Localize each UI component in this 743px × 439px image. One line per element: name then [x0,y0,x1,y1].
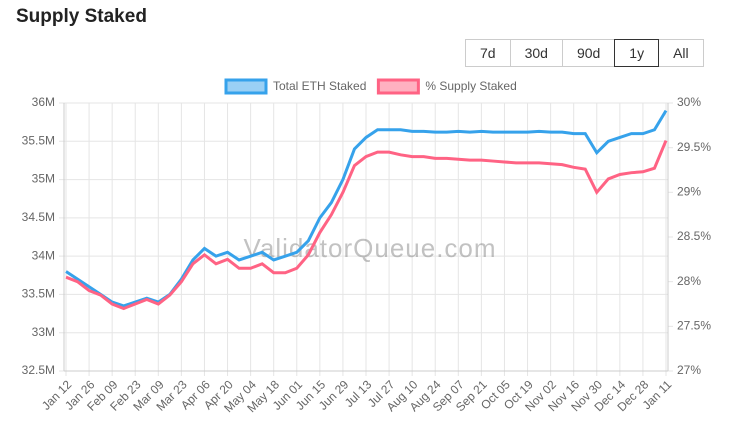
y-tick-label: 35.5M [22,133,55,147]
y2-tick-label: 28% [677,274,701,288]
y-tick-label: 33M [32,325,55,339]
range-button[interactable]: All [658,39,704,67]
page-title: Supply Staked [16,6,147,27]
line [65,139,668,311]
range-buttons: 7d 30d 90d 1y All [465,39,704,67]
y2-tick-label: 29.5% [677,140,711,154]
y2-tick-label: 29% [677,185,701,199]
range-button[interactable]: 1y [614,39,660,67]
y2-tick-label: 30% [677,95,701,109]
y2-tick-label: 28.5% [677,229,711,243]
y-tick-label: 35M [32,172,55,186]
legend-label: Total ETH Staked [273,79,366,93]
legend-swatch [376,78,420,95]
y-tick-label: 34M [32,248,55,262]
range-button[interactable]: 90d [561,39,616,67]
legend-swatch [224,78,268,95]
y-tick-label: 36M [32,95,55,109]
legend-label: % Supply Staked [425,79,516,93]
watermark: ValidatorQueue.com [243,233,496,263]
y-tick-label: 32.5M [22,363,55,377]
y2-tick-label: 27.5% [677,319,711,333]
y-tick-label: 34.5M [22,210,55,224]
y2-tick-label: 27% [677,363,701,377]
y-tick-label: 33.5M [22,287,55,301]
